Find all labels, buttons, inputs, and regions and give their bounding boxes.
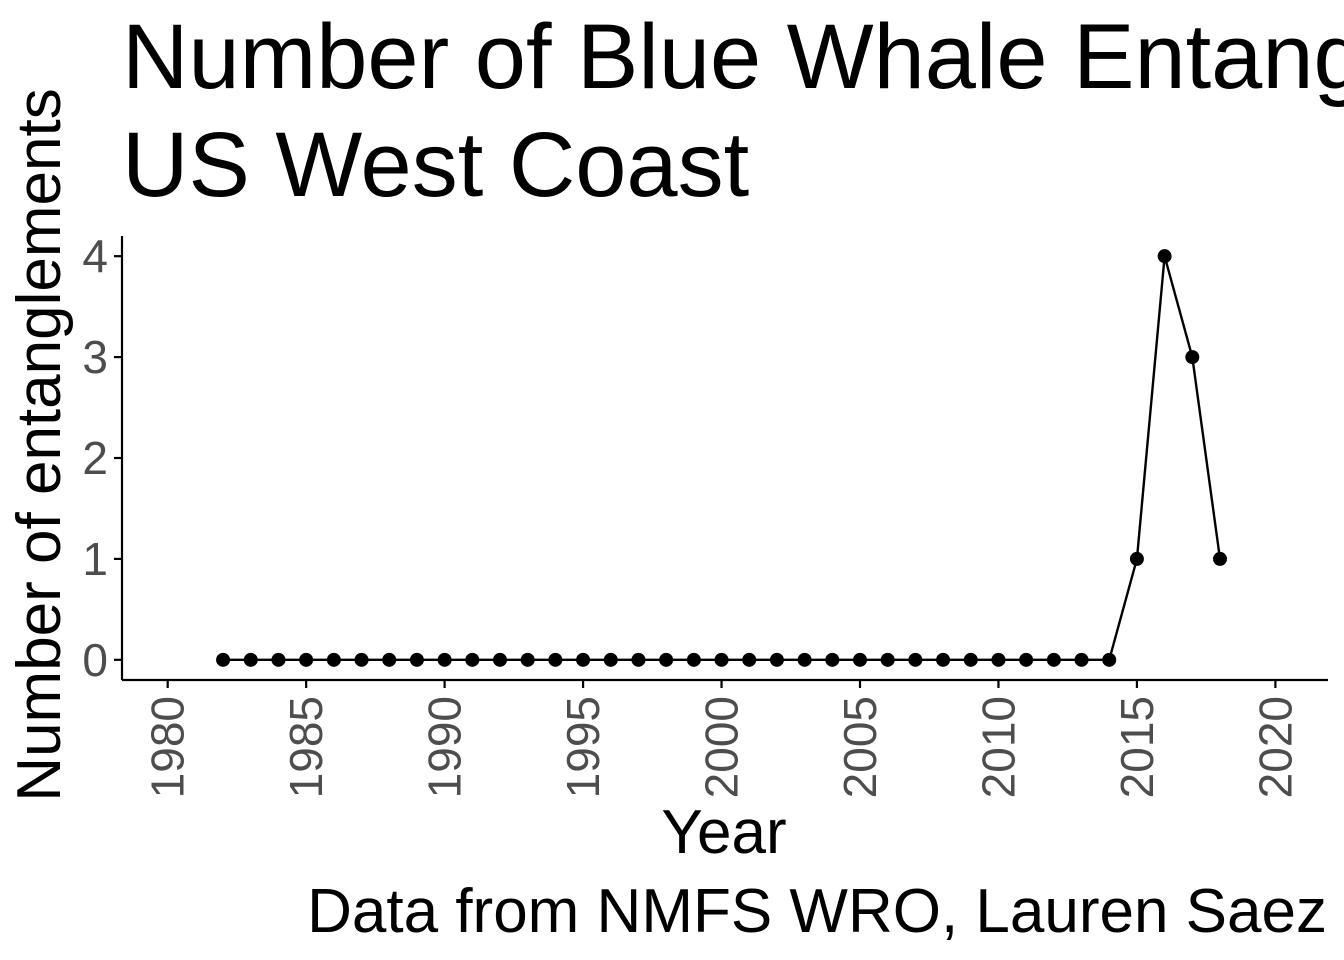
data-point — [686, 652, 701, 667]
data-point — [465, 652, 480, 667]
x-tick-label: 1990 — [419, 696, 471, 798]
data-point — [409, 652, 424, 667]
data-point — [769, 652, 784, 667]
y-tick-label: 4 — [82, 230, 108, 282]
data-point — [382, 652, 397, 667]
chart-title-line-1: Number of Blue Whale Entanglements on th… — [122, 6, 1344, 108]
x-tick-label: 2005 — [834, 696, 886, 798]
x-tick-label: 2020 — [1249, 696, 1301, 798]
data-point — [216, 652, 231, 667]
data-point — [326, 652, 341, 667]
x-tick-label: 1985 — [280, 696, 332, 798]
x-tick-label: 2015 — [1111, 696, 1163, 798]
data-point — [825, 652, 840, 667]
y-axis-title: Number of entanglements — [5, 88, 74, 801]
data-point — [714, 652, 729, 667]
data-point — [576, 652, 591, 667]
data-point — [853, 652, 867, 667]
data-point — [1046, 652, 1061, 667]
data-point — [271, 652, 286, 667]
data-point — [742, 652, 757, 667]
y-tick-label: 0 — [82, 634, 108, 686]
data-point — [354, 652, 369, 667]
data-point — [880, 652, 895, 667]
data-point — [1102, 652, 1117, 667]
y-tick-label: 3 — [82, 331, 108, 383]
chart-title-line-2: US West Coast — [122, 114, 749, 216]
data-point — [299, 652, 314, 667]
data-point — [797, 652, 812, 667]
data-point — [1157, 249, 1172, 264]
plot-marks — [216, 249, 1227, 667]
x-tick-label: 2000 — [696, 696, 748, 798]
data-point — [908, 652, 923, 667]
data-point — [1213, 551, 1227, 566]
x-tick-label: 1995 — [557, 696, 609, 798]
data-point — [963, 652, 978, 667]
x-tick-label: 2010 — [972, 696, 1024, 798]
data-point — [548, 652, 563, 667]
data-point — [493, 652, 507, 667]
data-point — [1019, 652, 1034, 667]
data-point — [991, 652, 1006, 667]
x-tick-label: 1980 — [142, 696, 194, 798]
y-tick-label: 1 — [82, 533, 108, 585]
data-point — [520, 652, 535, 667]
data-point — [936, 652, 951, 667]
data-point — [1074, 652, 1089, 667]
data-point — [603, 652, 618, 667]
data-point — [631, 652, 646, 667]
data-point — [1129, 551, 1144, 566]
chart-caption: Data from NMFS WRO, Lauren Saez — [307, 877, 1327, 946]
y-tick-label: 2 — [82, 432, 108, 484]
data-point — [659, 652, 674, 667]
x-axis-title: Year — [661, 798, 786, 867]
axis-ticks: 0 1 2 3 4 1980 1985 1990 1995 2000 2005 2010 2015 202… — [82, 230, 1301, 798]
data-point — [1185, 350, 1200, 365]
data-point — [243, 652, 258, 667]
data-point — [437, 652, 452, 667]
